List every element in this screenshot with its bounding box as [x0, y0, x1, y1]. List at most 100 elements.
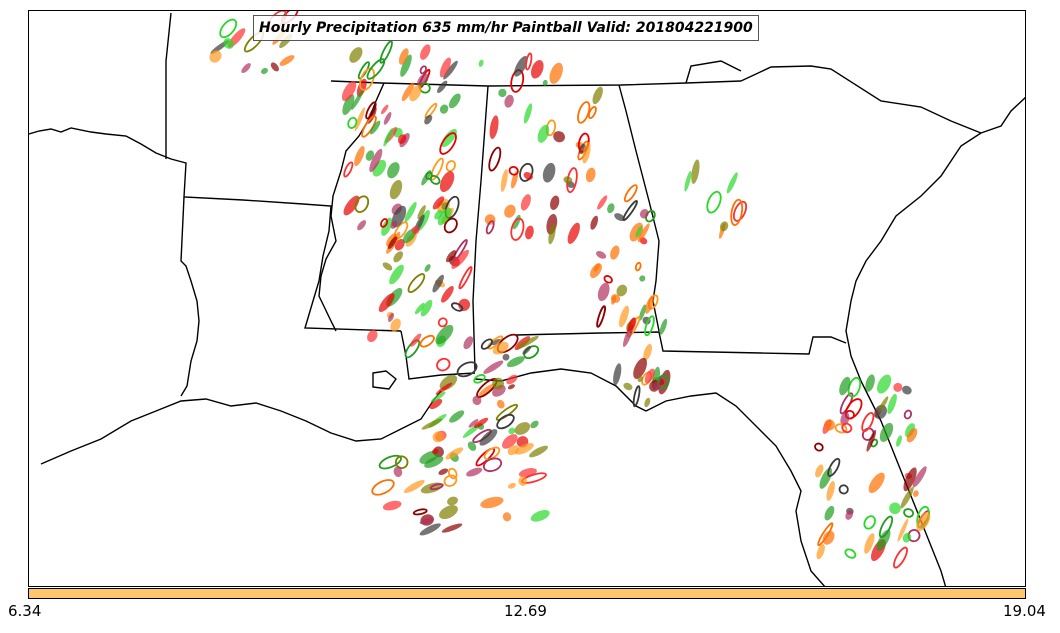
precip-blob: [587, 106, 597, 119]
precip-blob: [448, 93, 461, 109]
precip-blob: [597, 195, 608, 210]
precip-blob: [496, 399, 505, 409]
precip-blob: [491, 338, 501, 346]
precip-blob: [652, 381, 661, 390]
mississippi-alabama-border: [472, 85, 489, 372]
precip-blob: [866, 429, 877, 452]
precip-blob: [863, 515, 876, 530]
precip-blob: [472, 395, 482, 406]
precip-blob: [478, 383, 496, 398]
precip-blob: [365, 150, 375, 161]
precip-blob: [452, 239, 468, 262]
precip-blob: [387, 236, 398, 249]
lake-pontchartrain: [372, 370, 397, 390]
precip-blob: [435, 324, 454, 345]
precip-blob: [410, 333, 422, 347]
precip-blob: [607, 203, 615, 214]
precip-blob: [550, 195, 560, 211]
precip-blob: [386, 233, 397, 247]
precip-blob: [483, 446, 501, 461]
precip-blob: [357, 61, 370, 80]
precip-blob: [889, 502, 901, 515]
precip-blob: [390, 318, 401, 332]
precip-blob: [401, 82, 415, 102]
precip-blob: [430, 157, 444, 181]
precip-blob: [456, 361, 478, 378]
precip-blob: [419, 523, 441, 536]
precip-blob: [394, 238, 405, 251]
precip-blob: [473, 417, 489, 429]
precip-blob: [383, 127, 394, 147]
precip-blob: [430, 391, 446, 403]
precip-blob: [635, 225, 643, 238]
precip-blob: [421, 418, 443, 430]
precip-blob: [507, 482, 516, 489]
precip-blob: [506, 356, 525, 368]
precip-blob: [435, 382, 453, 395]
precip-blob: [488, 146, 502, 172]
precipitation-paintball-layer: [209, 11, 931, 569]
precip-blob: [504, 94, 514, 108]
precip-blob: [432, 431, 444, 443]
precip-blob: [429, 398, 443, 410]
precip-blob: [366, 58, 386, 80]
precip-blob: [485, 220, 495, 235]
precip-blob: [223, 38, 234, 49]
precip-blob: [473, 374, 486, 384]
precip-blob: [522, 345, 532, 355]
precip-blob: [865, 374, 875, 392]
precip-blob: [241, 63, 251, 74]
precip-blob: [659, 318, 668, 335]
precip-blob: [424, 114, 433, 125]
precip-blob: [342, 94, 355, 115]
precip-blob: [619, 305, 629, 328]
precip-blob: [877, 374, 892, 394]
precip-blob: [577, 101, 591, 124]
precip-blob: [525, 225, 534, 240]
precip-blob: [726, 172, 738, 194]
precip-blob: [903, 409, 913, 420]
precip-blob: [643, 343, 652, 361]
precip-blob: [403, 479, 425, 494]
precip-blob: [432, 448, 439, 455]
precip-blob: [814, 442, 824, 452]
precip-blob: [261, 67, 268, 75]
precip-blob: [637, 375, 643, 383]
precip-blob: [502, 353, 510, 361]
precip-blob: [868, 472, 885, 493]
precip-blob: [380, 104, 389, 115]
precip-blob: [387, 312, 395, 322]
precip-blob: [897, 518, 909, 542]
precip-blob: [439, 104, 449, 114]
precip-blob: [506, 374, 518, 385]
precip-blob: [420, 299, 433, 317]
precip-blob: [424, 456, 444, 468]
precip-blob: [523, 103, 533, 124]
precip-blob: [637, 223, 650, 243]
precip-blob: [614, 213, 625, 222]
colorbar-tick-max: 19.04: [1003, 602, 1046, 620]
precip-blob: [861, 411, 875, 433]
precip-blob: [219, 18, 238, 39]
precip-blob: [706, 190, 722, 214]
precip-blob: [439, 57, 451, 78]
precip-blob: [437, 317, 448, 328]
precip-blob: [514, 422, 531, 435]
precip-blob: [432, 196, 445, 210]
precip-blob: [458, 266, 473, 290]
precip-blob: [845, 510, 854, 520]
precip-blob: [537, 124, 550, 143]
precip-blob: [582, 142, 591, 164]
precip-blob: [916, 511, 931, 532]
precip-blob: [343, 161, 354, 178]
precip-blob: [525, 52, 533, 71]
map-frame: [28, 10, 1026, 587]
precip-blob: [478, 59, 484, 67]
precip-blob: [480, 496, 504, 509]
precip-blob: [510, 171, 519, 189]
map-canvas: [29, 11, 1025, 586]
precip-blob: [596, 250, 607, 259]
precip-blob: [467, 441, 477, 451]
precip-blob: [548, 224, 556, 245]
precip-blob: [378, 454, 402, 470]
